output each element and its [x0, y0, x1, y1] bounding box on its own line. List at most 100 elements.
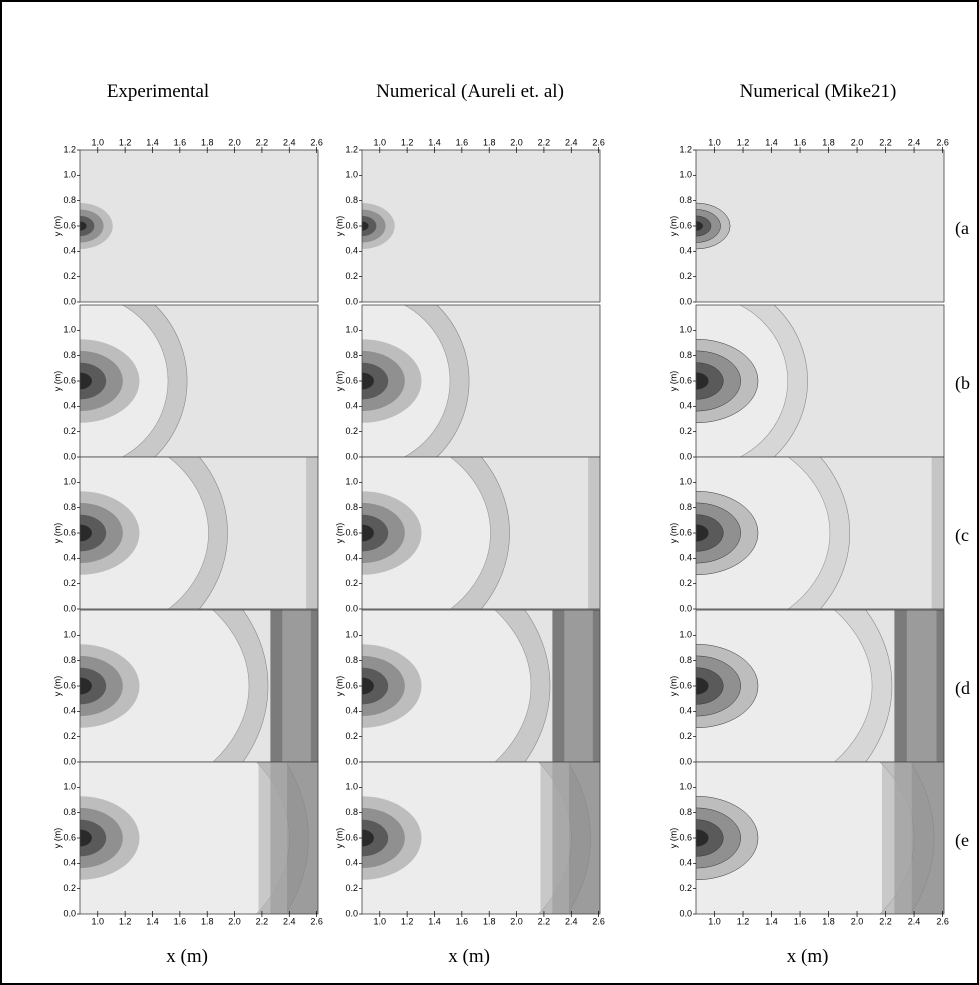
y-tick-label: 0.0	[63, 908, 76, 918]
x-tick-label: 2.6	[936, 916, 949, 926]
y-tick-label: 0.8	[345, 655, 358, 665]
x-tick-label: 1.2	[119, 137, 132, 147]
mid-zone	[564, 610, 593, 762]
row-label: (b	[955, 373, 970, 394]
y-tick-label: 0.0	[63, 296, 76, 306]
y-tick-label: 0.6	[679, 375, 692, 385]
y-axis-label: y (m)	[334, 523, 344, 544]
y-tick-label: 0.4	[345, 858, 358, 868]
panel	[362, 150, 600, 302]
x-tick-label: 1.0	[92, 916, 105, 926]
x-tick-label: 1.8	[822, 916, 835, 926]
jet-contour	[80, 667, 107, 705]
x-tick-label: 2.0	[228, 137, 241, 147]
x-tick-label: 1.6	[174, 137, 187, 147]
flood-inner	[362, 457, 491, 609]
x-tick-label: 1.0	[92, 137, 105, 147]
jet-contour	[696, 819, 724, 857]
y-tick-label: 0.8	[63, 502, 76, 512]
y-tick-label: 1.0	[345, 630, 358, 640]
panel-bg	[696, 150, 944, 302]
y-axis-label: y (m)	[668, 523, 678, 544]
panel	[80, 762, 318, 914]
y-tick-label: 1.0	[679, 325, 692, 335]
x-tick-label: 1.2	[119, 916, 132, 926]
panel	[362, 305, 600, 457]
y-tick-label: 0.8	[679, 655, 692, 665]
jet-contour	[696, 677, 709, 695]
panel	[362, 762, 600, 914]
x-tick-label: 1.4	[428, 916, 441, 926]
y-tick-label: 0.4	[63, 553, 76, 563]
y-tick-label: 0.2	[679, 731, 692, 741]
y-tick-label: 0.8	[679, 350, 692, 360]
y-tick-label: 0.4	[679, 246, 692, 256]
y-tick-label: 1.0	[63, 782, 76, 792]
y-tick-label: 1.0	[63, 325, 76, 335]
x-tick-label: 1.6	[456, 137, 469, 147]
x-axis-label: x (m)	[787, 946, 829, 967]
row-label: (d	[955, 678, 970, 699]
jet-contour	[80, 514, 107, 552]
y-axis-label: y (m)	[52, 828, 62, 849]
y-tick-label: 0.8	[63, 655, 76, 665]
mid-zone	[882, 762, 912, 914]
x-tick-label: 1.2	[401, 916, 414, 926]
x-tick-label: 1.2	[737, 137, 750, 147]
y-tick-label: 0.8	[63, 807, 76, 817]
y-tick-label: 0.8	[679, 807, 692, 817]
y-tick-label: 0.4	[63, 858, 76, 868]
y-tick-label: 0.6	[345, 832, 358, 842]
y-tick-label: 1.0	[345, 782, 358, 792]
y-tick-label: 0.6	[679, 680, 692, 690]
x-tick-label: 2.0	[851, 137, 864, 147]
x-tick-label: 2.6	[592, 916, 605, 926]
y-tick-label: 1.0	[679, 477, 692, 487]
mid-zone	[306, 457, 318, 609]
y-tick-label: 0.0	[345, 296, 358, 306]
y-tick-label: 0.2	[345, 271, 358, 281]
panel	[696, 305, 944, 457]
panel	[696, 457, 944, 609]
jet-contour	[696, 514, 724, 552]
x-axis-label: x (m)	[448, 946, 490, 967]
y-tick-label: 0.0	[345, 908, 358, 918]
jet-contour	[696, 524, 709, 542]
jet-contour	[362, 829, 374, 847]
x-tick-label: 1.0	[374, 916, 387, 926]
jet-contour	[80, 677, 92, 695]
row-label: (e	[955, 830, 969, 851]
y-axis-label: y (m)	[334, 216, 344, 237]
x-tick-label: 1.4	[765, 137, 778, 147]
panel	[696, 762, 944, 914]
x-tick-label: 1.0	[708, 137, 721, 147]
jet-contour	[80, 829, 92, 847]
y-tick-label: 0.2	[679, 426, 692, 436]
y-tick-label: 0.2	[345, 426, 358, 436]
jet-contour	[80, 819, 107, 857]
jet-contour	[362, 667, 389, 705]
y-tick-label: 1.0	[679, 630, 692, 640]
x-tick-label: 1.2	[401, 137, 414, 147]
y-tick-label: 0.6	[345, 680, 358, 690]
y-axis-label: y (m)	[52, 676, 62, 697]
column-title: Experimental	[107, 81, 209, 102]
panel	[696, 150, 944, 302]
y-axis-label: y (m)	[668, 216, 678, 237]
flood-inner	[362, 610, 532, 762]
jet-contour	[696, 372, 709, 390]
y-tick-label: 0.4	[679, 858, 692, 868]
jet-contour	[80, 372, 92, 390]
x-tick-label: 2.4	[565, 916, 578, 926]
y-axis-label: y (m)	[668, 371, 678, 392]
x-tick-label: 1.8	[201, 137, 214, 147]
y-tick-label: 0.6	[63, 527, 76, 537]
y-tick-label: 0.4	[63, 246, 76, 256]
y-tick-label: 1.0	[63, 477, 76, 487]
y-tick-label: 1.0	[63, 170, 76, 180]
jet-contour	[362, 514, 389, 552]
mid-zone	[282, 610, 311, 762]
x-tick-label: 1.4	[765, 916, 778, 926]
jet-contour	[362, 215, 377, 237]
